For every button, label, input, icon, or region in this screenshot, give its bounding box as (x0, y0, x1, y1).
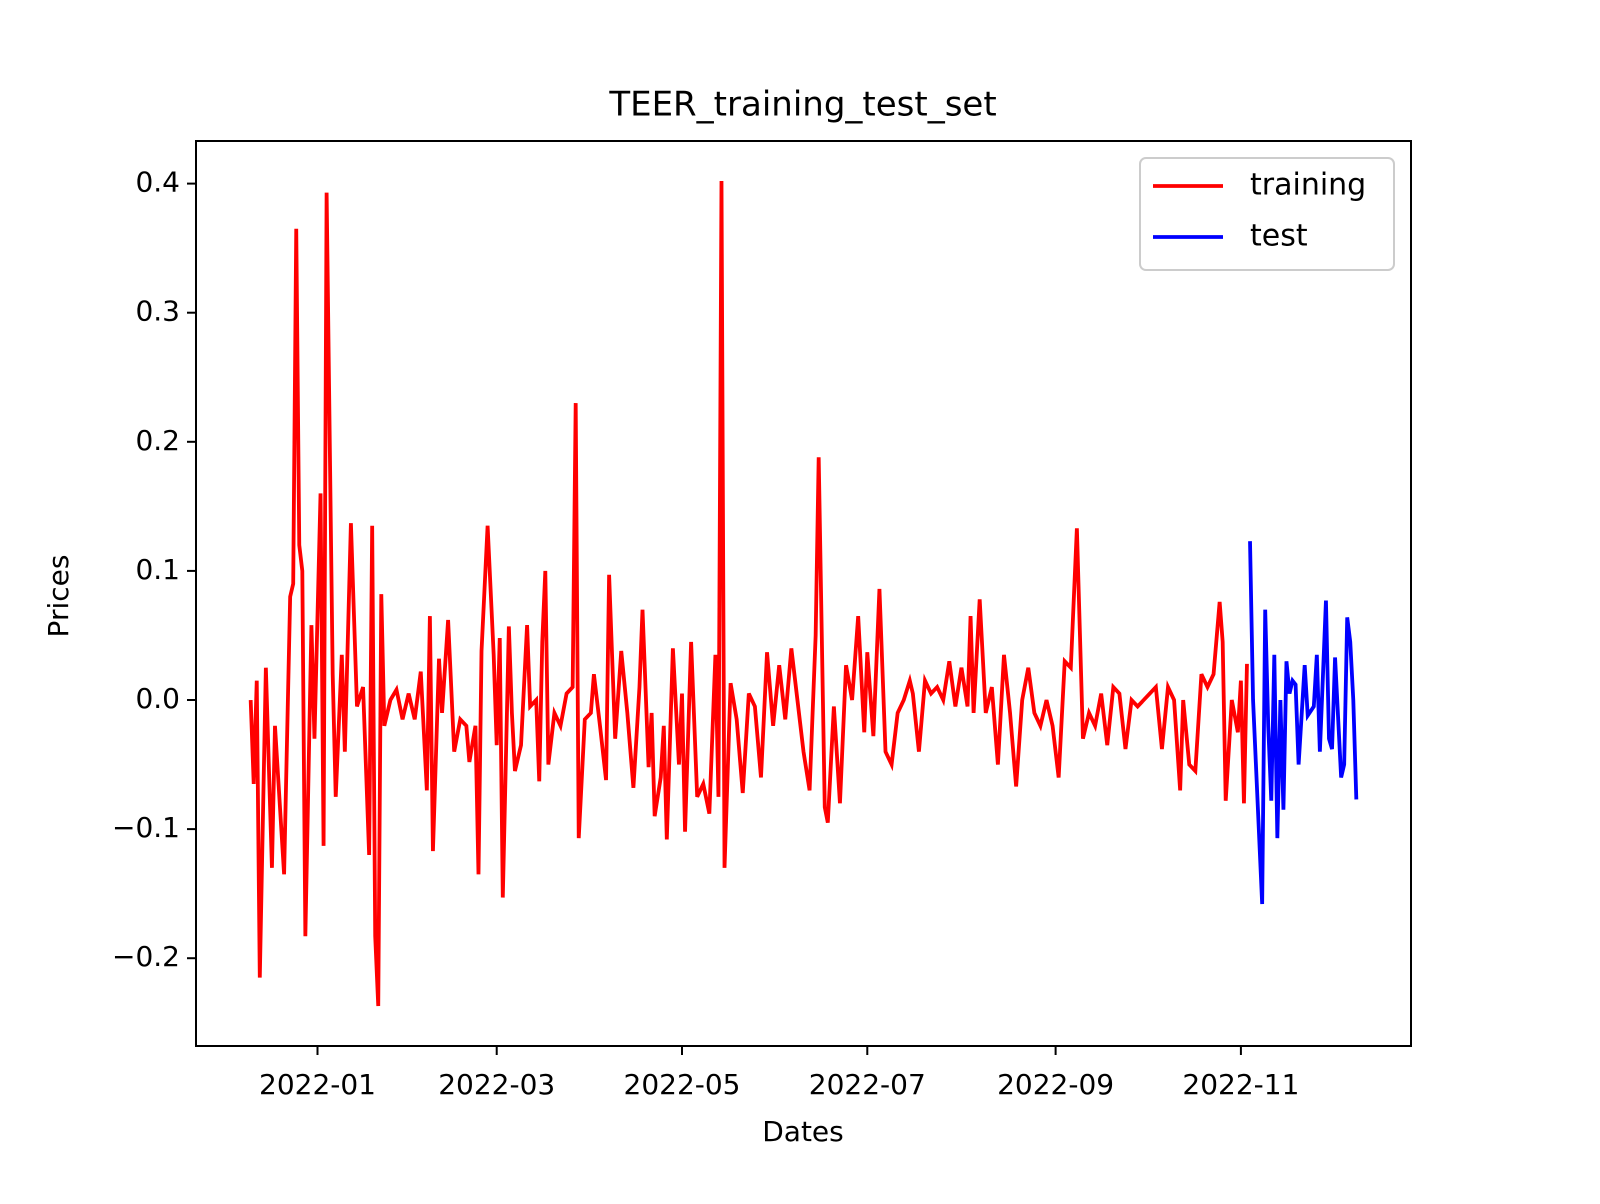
plot-frame (195, 140, 1412, 1047)
y-tick-label: 0.2 (135, 424, 180, 457)
y-tick-label: −0.2 (112, 940, 180, 973)
y-tick-label: 0.0 (135, 682, 180, 715)
series-line (248, 181, 1249, 1007)
x-tick-label: 2022-03 (438, 1068, 555, 1101)
legend-label: test (1250, 219, 1308, 254)
x-tick-label: 2022-11 (1182, 1068, 1299, 1101)
x-axis-label: Dates (762, 1115, 844, 1148)
y-tick-label: 0.1 (135, 553, 180, 586)
x-tick-label: 2022-01 (259, 1068, 376, 1101)
x-tick-label: 2022-05 (624, 1068, 741, 1101)
y-tick-label: 0.3 (135, 295, 180, 328)
y-tick-label: 0.4 (135, 166, 180, 199)
x-tick-label: 2022-07 (809, 1068, 926, 1101)
series-line (1248, 541, 1359, 905)
y-axis-label: Prices (42, 555, 75, 638)
y-tick-label: −0.1 (112, 811, 180, 844)
legend-label: training (1250, 168, 1366, 203)
chart-title: TEER_training_test_set (608, 85, 996, 125)
x-tick-label: 2022-09 (997, 1068, 1114, 1101)
